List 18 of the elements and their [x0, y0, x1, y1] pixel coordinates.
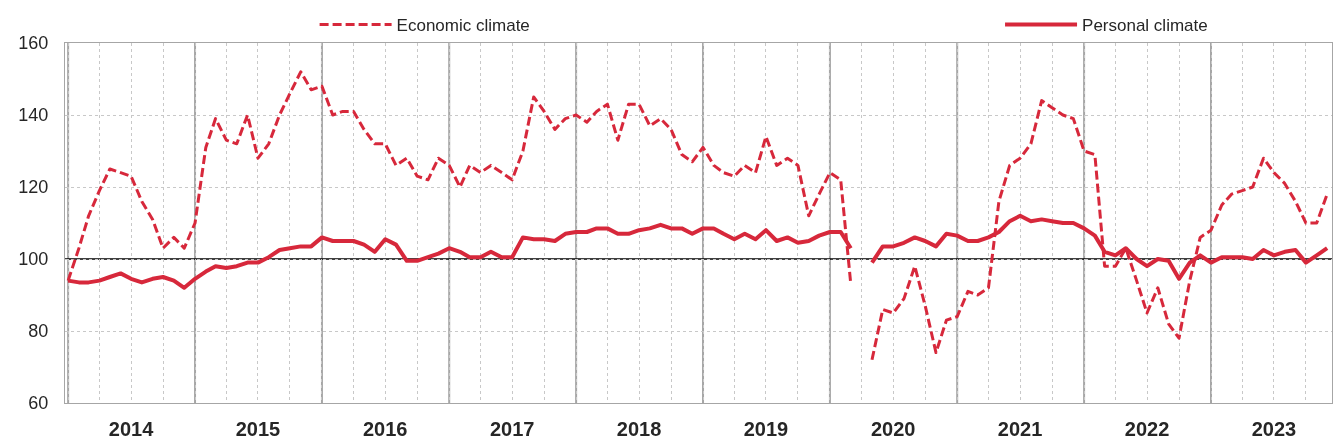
x-tick-label: 2020 [870, 418, 916, 440]
x-tick-label: 2021 [997, 418, 1043, 440]
y-tick-label: 160 [18, 33, 49, 54]
x-tick-label: 2019 [743, 418, 789, 440]
y-tick-label: 60 [28, 393, 49, 414]
x-tick-label: 2023 [1251, 418, 1297, 440]
x-tick-label: 2022 [1124, 418, 1170, 440]
legend-label: Personal climate [1082, 16, 1208, 36]
x-tick-label: 2014 [108, 418, 155, 440]
legend-label: Economic climate [396, 16, 530, 36]
x-tick-label: 2017 [489, 418, 535, 440]
y-tick-label: 80 [28, 321, 49, 342]
y-tick-label: 140 [18, 105, 49, 126]
x-tick-label: 2016 [362, 418, 408, 440]
x-tick-label: 2018 [616, 418, 662, 440]
x-tick-label: 2015 [235, 418, 281, 440]
y-tick-label: 120 [18, 177, 49, 198]
y-tick-label: 100 [18, 249, 49, 270]
